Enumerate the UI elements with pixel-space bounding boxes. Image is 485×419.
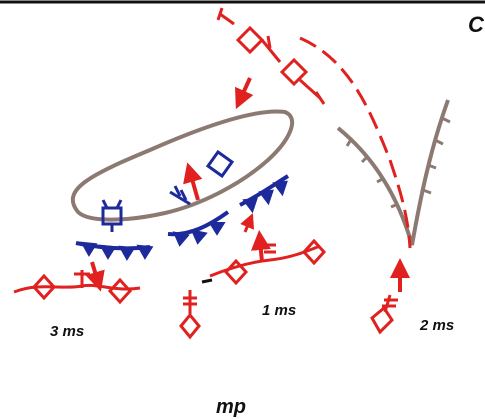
red-arrow-down-top bbox=[235, 77, 254, 110]
blue-front-1 bbox=[75, 241, 154, 261]
brown-contour bbox=[70, 109, 295, 222]
red-chain-left bbox=[13, 270, 141, 305]
label-corner: C bbox=[468, 12, 485, 37]
brown-trough-line bbox=[336, 99, 450, 246]
blue-box-symbol-left bbox=[101, 199, 123, 232]
blue-front-2 bbox=[167, 210, 230, 247]
brown-trough-ticks bbox=[345, 116, 451, 209]
label-mp: mp bbox=[216, 396, 246, 418]
blue-diamond-top bbox=[205, 149, 235, 179]
red-arrow-down-left bbox=[85, 261, 105, 292]
red-dashed-line bbox=[299, 36, 412, 249]
red-chain-top bbox=[216, 7, 326, 105]
blue-front-3 bbox=[239, 174, 290, 214]
label-1ms: 1 ms bbox=[262, 302, 296, 319]
red-arrow-up-mid bbox=[250, 230, 271, 263]
blue-station-mid bbox=[169, 185, 191, 206]
label-3ms: 3 ms bbox=[50, 323, 84, 340]
black-mark-mid bbox=[201, 278, 213, 284]
red-station-lower-left bbox=[179, 290, 201, 340]
label-2ms: 2 ms bbox=[419, 317, 454, 334]
red-station-lower-right bbox=[370, 294, 398, 335]
red-arrow-small-mid bbox=[240, 213, 255, 233]
red-chain-mid bbox=[209, 238, 327, 286]
red-arrow-up-inside bbox=[183, 162, 203, 201]
